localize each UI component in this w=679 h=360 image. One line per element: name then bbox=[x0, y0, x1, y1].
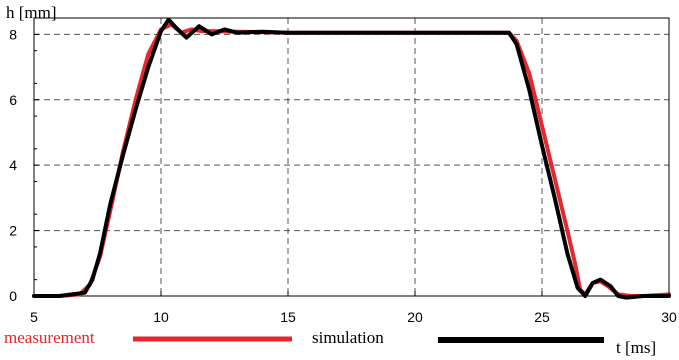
y-axis-title: h [mm] bbox=[6, 3, 57, 22]
y-tick-label-6: 6 bbox=[9, 92, 17, 108]
y-tick-label-8: 8 bbox=[9, 26, 17, 42]
x-tick-label-30: 30 bbox=[661, 309, 677, 325]
plot-frame bbox=[33, 17, 670, 297]
x-tick-label-15: 15 bbox=[280, 309, 296, 325]
series-line-measurement bbox=[32, 22, 671, 298]
legend-label-simulation: simulation bbox=[312, 328, 384, 347]
tick-labels: 5 10 15 20 25 30 0 2 4 6 8 bbox=[9, 26, 677, 325]
x-tick-label-25: 25 bbox=[534, 309, 550, 325]
y-tick-label-2: 2 bbox=[9, 223, 17, 239]
x-tick-label-20: 20 bbox=[407, 309, 423, 325]
legend: measurement simulation bbox=[4, 328, 604, 347]
legend-label-measurement: measurement bbox=[4, 328, 95, 347]
x-tick-label-10: 10 bbox=[153, 309, 169, 325]
series-line-simulation bbox=[32, 17, 671, 300]
y-tick-label-4: 4 bbox=[9, 157, 17, 173]
x-axis-title: t [ms] bbox=[616, 338, 656, 357]
series-lines bbox=[32, 17, 671, 300]
y-tick-label-0: 0 bbox=[9, 288, 17, 304]
x-tick-label-5: 5 bbox=[30, 309, 38, 325]
